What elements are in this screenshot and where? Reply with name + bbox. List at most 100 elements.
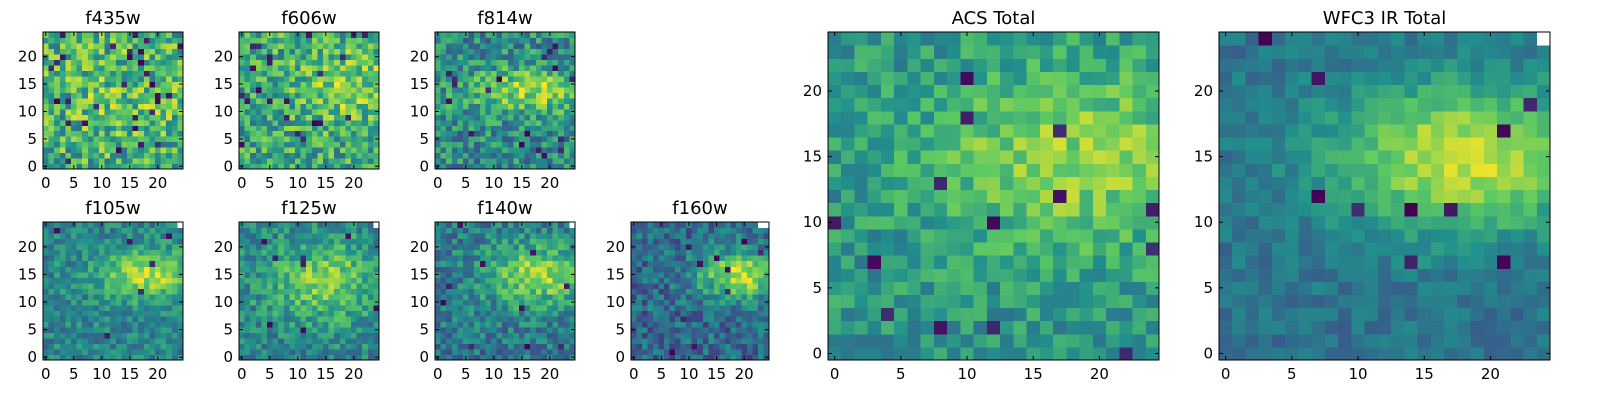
heatmap-cell [485,152,492,159]
heatmap-cell [289,255,296,262]
heatmap-cell [54,92,61,99]
heatmap-cell [491,348,498,356]
heatmap-cell [451,136,458,143]
heatmap-cell [138,321,145,328]
heatmap-cell [491,293,498,300]
heatmap-cell [345,147,352,154]
heatmap-cells [631,222,770,361]
heatmap-cell [563,315,570,322]
heatmap-cell [986,176,1001,191]
heatmap-cell [255,304,262,311]
heatmap-cell [272,332,279,339]
heatmap-cell [127,130,134,137]
heatmap-cell [71,141,78,148]
heatmap-cell [278,244,285,251]
heatmap-cell [323,136,330,143]
heatmap-cell [435,158,442,165]
heatmap-cell [65,227,72,234]
heatmap-cell [261,103,268,110]
heatmap-cell [669,343,676,350]
heatmap-cell [524,136,531,143]
heatmap-cell [933,333,948,348]
heatmap-cell [367,348,374,356]
heatmap-cell [1092,307,1107,322]
y-tick-label: 0 [223,348,233,366]
heatmap-cell [311,119,318,126]
heatmap-cell [54,125,61,132]
heatmap-cell [373,130,380,137]
heatmap-cell [702,326,709,333]
heatmap-cell [283,108,290,115]
heatmap-cell [491,266,498,273]
heatmap-cell [300,238,307,245]
heatmap-cell [757,321,765,328]
heatmap-cell [127,59,134,66]
heatmap-cell [334,48,341,55]
heatmap-cell [328,244,335,251]
heatmap-cell [345,348,352,356]
heatmap-cell [541,152,548,159]
heatmap-cell [463,326,470,333]
heatmap-cell [440,343,447,350]
heatmap-cell [143,86,150,93]
heatmap-cell [507,233,514,240]
heatmap-cell [323,81,330,88]
heatmap-cell [345,119,352,126]
heatmap-cell [440,227,447,234]
heatmap-cell [65,48,72,55]
heatmap-cell [496,86,503,93]
heatmap-cell [724,315,731,322]
heatmap-cell [973,268,988,282]
heatmap-cell [311,348,318,356]
heatmap-cell [1053,215,1067,230]
heatmap-cell [463,92,470,99]
heatmap-cell [311,136,318,143]
heatmap-cell [691,227,698,234]
heatmap-cell [160,130,167,137]
heatmap-cell [547,332,554,339]
heatmap-cell [115,130,122,137]
heatmap-cell [558,70,565,77]
heatmap-cell [686,282,693,289]
heatmap-cell [920,215,935,230]
heatmap-cell [691,233,698,240]
heatmap-cell [255,282,262,289]
heatmap-cell [841,320,856,335]
heatmap-cell [524,271,531,278]
heatmap-cell [306,92,313,99]
heatmap-cell [719,337,726,345]
heatmap-cell [160,163,167,170]
heatmap-cell [724,326,731,333]
heatmap-cell [552,332,559,339]
heatmap-cell [300,81,307,88]
heatmap-cell [1092,333,1107,348]
heatmap-cell [960,346,975,361]
heatmap-cell [132,260,139,267]
heatmap-cell [295,147,302,154]
heatmap-cell [65,249,72,256]
heatmap-cell [451,81,458,88]
heatmap-cell [115,86,122,93]
heatmap-cell [295,244,302,251]
heatmap-cell [894,189,909,204]
heatmap-cell [48,222,55,229]
heatmap-cell [451,277,458,284]
heatmap-cell [702,238,709,245]
heatmap-cell [317,227,324,234]
heatmap-cell [642,304,649,311]
heatmap-cell [339,48,346,55]
heatmap-cell [675,326,682,333]
heatmap-cell [334,141,341,148]
heatmap-cell [99,260,106,267]
heatmap-cell [132,163,139,170]
heatmap-cell [104,136,111,143]
heatmap-cell [110,293,117,300]
heatmap-cell [328,92,335,99]
heatmap-cell [451,70,458,77]
heatmap-cell [351,249,358,256]
heatmap-cell [491,130,498,137]
heatmap-cell [82,244,89,251]
heatmap-cell [757,310,765,317]
heatmap-cell [93,277,100,284]
heatmap-cell [519,147,526,154]
